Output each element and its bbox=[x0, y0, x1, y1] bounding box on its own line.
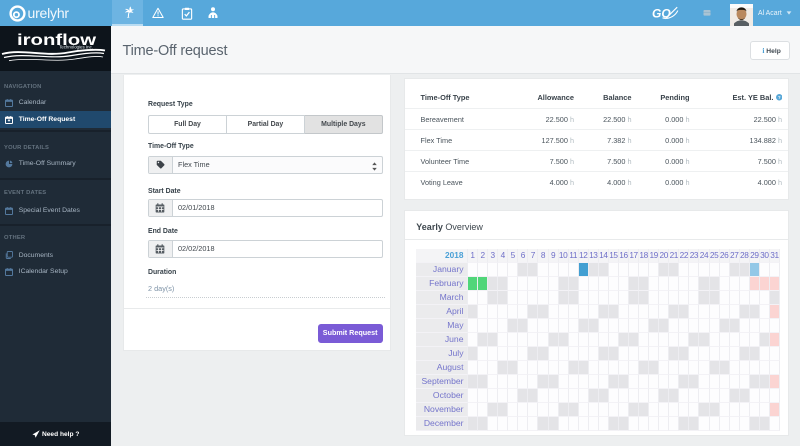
svg-text:?: ? bbox=[777, 95, 780, 100]
svg-text:Technologies Inc.: Technologies Inc. bbox=[59, 45, 93, 50]
svg-text:ironflow: ironflow bbox=[17, 32, 97, 49]
svg-text:GO: GO bbox=[652, 7, 671, 21]
